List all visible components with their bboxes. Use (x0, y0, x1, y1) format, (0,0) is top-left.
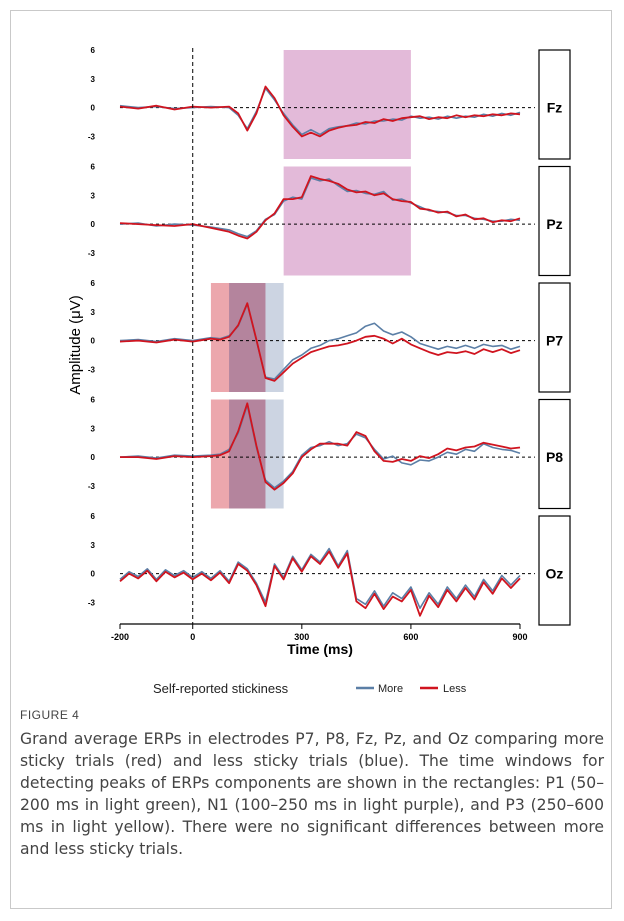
electrode-box-p7 (538, 282, 571, 393)
y-tick-label: 3 (91, 541, 96, 550)
electrode-box-pz (538, 165, 571, 277)
legend-label-less: Less (443, 683, 467, 695)
y-tick-label: -3 (88, 482, 96, 491)
y-tick-label: 6 (91, 512, 96, 521)
erp-panels: -3 0 3 6 Fz -3 0 3 6 Pz -3 0 3 6 P7 -3 0 3 6 P8 -3 0 3 6 Oz (88, 46, 571, 626)
series-line-less-pz (119, 175, 521, 240)
legend: Self-reported stickiness More Less (153, 681, 467, 696)
legend-label-more: More (378, 683, 403, 695)
y-tick-label: 3 (91, 75, 96, 84)
y-tick-label: -3 (88, 365, 96, 374)
x-tick-label: 0 (190, 632, 195, 642)
x-tick-label: 900 (512, 632, 527, 642)
caption-text: Grand average ERPs in electrodes P7, P8,… (20, 730, 604, 858)
panel-fz: -3 0 3 6 Fz (88, 46, 571, 160)
series-line-less-p7 (119, 302, 521, 382)
electrode-label-p7: P7 (546, 333, 563, 349)
electrode-label-oz: Oz (546, 566, 564, 582)
y-tick-label: -3 (88, 132, 96, 141)
y-tick-label: 3 (91, 191, 96, 200)
erp-figure: -3 0 3 6 Fz -3 0 3 6 Pz -3 0 3 6 P7 -3 0 3 6 P8 -3 0 3 6 Oz Time… (67, 46, 571, 696)
electrode-box-fz (538, 49, 571, 160)
x-axis-label: Time (ms) (287, 641, 353, 657)
series-line-less-oz (119, 550, 521, 617)
x-tick-label: -200 (111, 632, 129, 642)
series-line-more-oz (119, 547, 521, 610)
x-axis: Time (ms) -200 0 300 600 900 (111, 623, 528, 657)
series-line-more-p8 (119, 404, 521, 489)
y-tick-label: 3 (91, 308, 96, 317)
panel-p7: -3 0 3 6 P7 (88, 279, 571, 393)
electrode-label-p8: P8 (546, 449, 563, 465)
y-tick-label: 0 (91, 453, 96, 462)
series-line-less-fz (119, 85, 521, 138)
y-tick-label: -3 (88, 598, 96, 607)
electrode-box-p8 (538, 398, 571, 510)
electrode-label-fz: Fz (547, 100, 563, 116)
y-axis-label: Amplitude (μV) (67, 295, 84, 395)
x-tick-label: 300 (294, 632, 309, 642)
panel-pz: -3 0 3 6 Pz (88, 163, 571, 277)
x-tick-label: 600 (403, 632, 418, 642)
y-tick-label: 0 (91, 570, 96, 579)
figure-frame (10, 10, 612, 909)
y-tick-label: 3 (91, 424, 96, 433)
y-tick-label: 0 (91, 220, 96, 229)
y-tick-label: 6 (91, 46, 96, 55)
time-window-overlap-p8 (229, 399, 266, 509)
electrode-box-oz (538, 515, 571, 626)
y-tick-label: 6 (91, 396, 96, 405)
time-window-pz-0 (283, 166, 411, 276)
panel-oz: -3 0 3 6 Oz (88, 512, 571, 626)
series-line-less-p8 (120, 402, 521, 491)
figure-caption: FIGURE 4 Grand average ERPs in electrode… (20, 708, 604, 860)
time-window-overlap-p7 (229, 283, 266, 392)
y-tick-label: 6 (91, 279, 96, 288)
time-window-fz-0 (283, 50, 411, 159)
y-tick-label: 6 (91, 163, 96, 172)
electrode-label-pz: Pz (546, 216, 562, 232)
legend-title: Self-reported stickiness (153, 681, 289, 696)
y-tick-label: 0 (91, 337, 96, 346)
y-tick-label: -3 (88, 249, 96, 258)
figure-label: FIGURE 4 (20, 708, 80, 722)
series-line-more-p7 (119, 303, 521, 380)
panel-p8: -3 0 3 6 P8 (88, 396, 571, 510)
y-tick-label: 0 (91, 104, 96, 113)
